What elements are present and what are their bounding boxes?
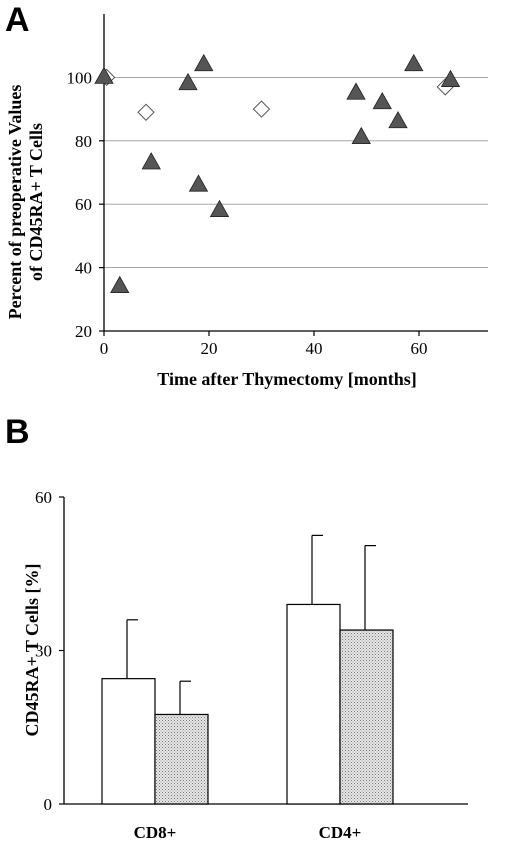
ticks-a: 20 40 60 80 100 0 20 40 60	[67, 68, 428, 358]
data-point-triangle	[440, 69, 461, 87]
data-point-triangle	[372, 91, 392, 110]
x-tick-label-a: 60	[411, 339, 428, 358]
y-tick-label-a: 20	[75, 322, 92, 341]
y-tick-label-b: 0	[44, 795, 53, 814]
bar	[154, 713, 209, 805]
category-label: CD4+	[319, 823, 362, 842]
y-axis-title-a-line2: of CD45RA+ T Cells	[26, 123, 46, 281]
x-tick-label-a: 40	[306, 339, 323, 358]
data-point-triangle	[178, 72, 198, 91]
y-tick-label-b: 30	[35, 642, 52, 661]
data-point-triangle	[351, 126, 371, 145]
y-axis-title-b: CD45RA+ T Cells [%]	[22, 563, 42, 736]
bar	[339, 629, 394, 805]
y-tick-label-a: 100	[67, 68, 93, 87]
y-axis-title-a-line1: Percent of preoperative Values	[5, 85, 25, 320]
data-points-a	[94, 53, 461, 294]
bar	[286, 603, 341, 805]
bar	[101, 678, 156, 805]
data-point-triangle	[141, 152, 161, 170]
gridlines-a	[104, 76, 488, 269]
y-axis-title-a: Percent of preoperative Values of CD45RA…	[5, 85, 46, 320]
data-point-triangle	[346, 82, 366, 100]
data-point-triangle	[188, 174, 209, 192]
data-point-diamond	[252, 100, 271, 118]
y-tick-label-a: 80	[75, 132, 92, 151]
bars-b	[101, 534, 394, 805]
data-point-triangle	[388, 110, 408, 129]
ticks-b: 0 30 60	[35, 488, 64, 814]
data-point-diamond	[137, 103, 155, 121]
panel-label-b: B	[5, 413, 30, 451]
data-point-triangle	[194, 53, 214, 72]
x-tick-label-a: 0	[100, 339, 109, 358]
category-label: CD8+	[134, 823, 177, 842]
y-tick-label-b: 60	[35, 488, 52, 507]
category-labels-b: CD8+ CD4+	[134, 823, 362, 842]
data-point-triangle	[110, 275, 130, 294]
data-point-triangle	[94, 66, 114, 84]
x-tick-label-a: 20	[201, 339, 218, 358]
data-point-triangle	[209, 199, 230, 217]
x-axis-title-a: Time after Thymectomy [months]	[157, 369, 416, 389]
axes-a	[103, 14, 488, 332]
y-tick-label-a: 40	[75, 259, 92, 278]
y-tick-label-a: 60	[75, 195, 92, 214]
panel-label-a: A	[5, 1, 30, 39]
data-point-triangle	[404, 53, 424, 72]
